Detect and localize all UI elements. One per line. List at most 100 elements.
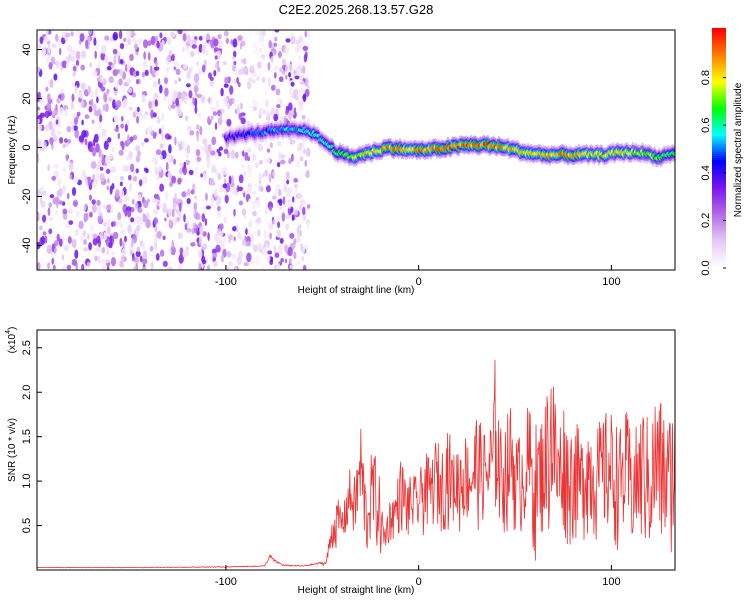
spectrogram-noise-cell bbox=[249, 103, 254, 109]
spectrogram-noise-cell bbox=[254, 30, 261, 36]
spectrogram-noise-cell bbox=[249, 139, 254, 144]
spectrogram-noise-cell bbox=[127, 134, 130, 144]
spectrogram-noise-cell bbox=[276, 262, 281, 270]
colorbar-cell bbox=[712, 165, 726, 169]
spectrogram-noise-cell bbox=[127, 58, 130, 67]
spectrogram-noise-cell bbox=[112, 231, 119, 240]
spectrogram-noise-cell bbox=[92, 233, 98, 239]
spectrogram-noise-cell bbox=[288, 110, 292, 121]
spectrogram-noise-cell bbox=[241, 208, 247, 216]
snr-panel: -100 0 100 0.5 1.0 1.5 2.0 2.5 Height of strai… bbox=[5, 327, 676, 596]
spectrogram-noise-cell bbox=[55, 33, 59, 42]
spectrogram-noise-cell bbox=[266, 255, 271, 262]
spectrogram-noise-cell bbox=[235, 224, 239, 233]
spectrogram-noise-cell bbox=[200, 95, 206, 103]
spectrogram-noise-cell bbox=[245, 228, 248, 235]
spectrogram-noise-cell bbox=[259, 34, 265, 44]
spectrogram-noise-cell bbox=[91, 70, 98, 77]
spectrogram-noise-cell bbox=[88, 242, 92, 251]
spectrogram-noise-cell bbox=[252, 190, 257, 196]
spectrogram-noise-cell bbox=[65, 154, 69, 162]
colorbar-cell bbox=[712, 105, 726, 109]
spectrogram-noise-cell bbox=[232, 55, 235, 61]
spectrogram-noise-cell bbox=[285, 109, 289, 115]
spectrogram-noise-cell bbox=[108, 76, 114, 84]
spectrogram-noise-cell bbox=[120, 229, 126, 236]
spectrogram-noise-cell bbox=[173, 158, 176, 165]
colorbar-cell bbox=[712, 257, 726, 261]
spectrogram-noise-cell bbox=[39, 225, 43, 231]
colorbar-cell bbox=[712, 177, 726, 181]
spectrogram-noise-cell bbox=[201, 44, 206, 55]
spectrogram-x-tick-label: 0 bbox=[416, 276, 422, 288]
spectrogram-noise-cell bbox=[41, 47, 47, 56]
spectrogram-noise-cell bbox=[266, 116, 271, 121]
spectrogram-noise-cell bbox=[296, 44, 301, 52]
spectrogram-noise-cell bbox=[152, 155, 157, 165]
spectrogram-noise-cell bbox=[213, 70, 217, 77]
spectrogram-noise-cell bbox=[214, 122, 218, 130]
colorbar-cell bbox=[712, 247, 726, 251]
spectrogram-noise-cell bbox=[165, 46, 168, 52]
colorbar-cell bbox=[712, 85, 726, 89]
spectrogram-noise-cell bbox=[53, 73, 58, 81]
spectrogram-noise-cell bbox=[135, 168, 139, 174]
spectrogram-noise-cell bbox=[255, 218, 260, 223]
spectrogram-noise-cell bbox=[268, 76, 271, 87]
spectrogram-noise-cell bbox=[271, 106, 275, 115]
colorbar-cell bbox=[712, 181, 726, 185]
spectrogram-noise-cell bbox=[66, 125, 72, 133]
spectrogram-noise-cell bbox=[223, 234, 227, 243]
spectrogram-noise-cell bbox=[155, 149, 162, 156]
spectrogram-noise-cell bbox=[99, 231, 105, 240]
spectrogram-noise-cell bbox=[120, 181, 123, 187]
spectrogram-noise-cell bbox=[122, 85, 125, 92]
spectrogram-noise-cell bbox=[179, 202, 182, 212]
spectrogram-noise-cell bbox=[122, 247, 128, 256]
spectrogram-noise-cell bbox=[263, 231, 269, 239]
colorbar-tick-label: 0.6 bbox=[700, 118, 712, 133]
spectrogram-noise-cell bbox=[281, 70, 286, 75]
spectrogram-noise-cell bbox=[129, 53, 134, 62]
spectrogram-noise-cell bbox=[138, 206, 142, 214]
spectrogram-noise-cell bbox=[72, 65, 77, 72]
spectrogram-noise-cell bbox=[271, 49, 277, 56]
snr-series-line bbox=[37, 359, 675, 569]
spectrogram-noise-cell bbox=[285, 223, 290, 231]
spectrogram-noise-cell bbox=[259, 47, 262, 55]
spectrogram-noise-cell bbox=[62, 143, 66, 149]
spectrogram-noise-cell bbox=[194, 105, 198, 114]
spectrogram-noise-cell bbox=[75, 210, 80, 218]
spectrogram-noise-cell bbox=[156, 175, 161, 181]
spectrogram-noise-cell bbox=[290, 35, 296, 45]
spectrogram-noise-cell bbox=[129, 163, 135, 173]
colorbar-cell bbox=[712, 203, 726, 207]
spectrogram-noise-cell bbox=[277, 221, 281, 229]
spectrogram-noise-cell bbox=[258, 107, 264, 116]
spectrogram-noise-cell bbox=[300, 243, 303, 252]
spectrogram-noise-cell bbox=[47, 262, 51, 270]
colorbar-cell bbox=[712, 59, 726, 63]
spectrogram-noise-cell bbox=[111, 250, 115, 257]
spectrogram-noise-cell bbox=[167, 171, 172, 178]
spectrogram-noise-cell bbox=[184, 115, 189, 122]
spectrogram-noise-cell bbox=[228, 175, 232, 185]
spectrogram-noise-cell bbox=[153, 66, 160, 71]
spectrogram-noise-cell bbox=[213, 188, 218, 198]
spectrogram-noise-cell bbox=[202, 243, 208, 250]
spectrogram-noise-cell bbox=[112, 31, 119, 41]
spectrogram-noise-cell bbox=[238, 186, 244, 192]
spectrogram-noise-cell bbox=[159, 154, 163, 161]
spectrogram-noise-cell bbox=[137, 106, 140, 112]
spectrogram-noise-cell bbox=[252, 106, 257, 111]
spectrogram-noise-cell bbox=[255, 199, 261, 208]
spectrogram-noise-cell bbox=[42, 231, 47, 236]
spectrogram-noise-cell bbox=[263, 109, 266, 115]
spectrogram-noise-cell bbox=[274, 187, 277, 197]
spectrogram-noise-cell bbox=[259, 159, 264, 165]
spectrogram-noise-cell bbox=[218, 146, 223, 151]
spectrogram-noise-cell bbox=[103, 92, 107, 102]
spectrogram-noise-cell bbox=[170, 104, 176, 109]
spectrogram-noise-cell bbox=[289, 264, 294, 270]
colorbar-cell bbox=[712, 235, 726, 239]
